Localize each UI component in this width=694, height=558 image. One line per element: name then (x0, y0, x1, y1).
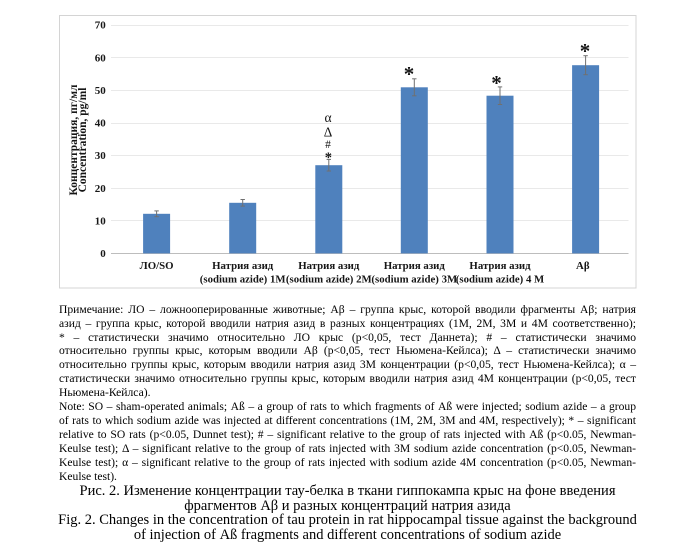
svg-text:#: # (325, 139, 331, 151)
svg-text:(sodium azide) 3М: (sodium azide) 3М (371, 273, 457, 285)
svg-text:60: 60 (95, 52, 107, 64)
svg-text:Concentration, pg/ml: Concentration, pg/ml (77, 88, 89, 193)
svg-text:0: 0 (100, 248, 106, 260)
svg-text:(sodium azide) 1М: (sodium azide) 1М (200, 273, 286, 285)
svg-text:Натрия азид: Натрия азид (212, 260, 274, 272)
svg-text:*: * (580, 39, 591, 63)
svg-text:Натрия азид: Натрия азид (384, 260, 446, 272)
svg-text:Натрия азид: Натрия азид (469, 260, 531, 272)
svg-text:*: * (491, 71, 502, 95)
svg-text:ЛО/SO: ЛО/SO (140, 260, 174, 272)
svg-text:*: * (325, 150, 332, 166)
svg-text:40: 40 (95, 118, 107, 130)
svg-text:30: 30 (95, 150, 107, 162)
svg-text:Концентрация, пг/мл: Концентрация, пг/мл (68, 84, 80, 196)
svg-text:10: 10 (95, 216, 107, 228)
svg-text:(sodium azide) 2М: (sodium azide) 2М (286, 273, 372, 285)
svg-text:*: * (404, 62, 415, 86)
svg-text:Δ: Δ (324, 124, 333, 139)
svg-text:70: 70 (95, 20, 107, 32)
svg-text:50: 50 (95, 85, 107, 97)
svg-text:Аβ: Аβ (576, 260, 590, 272)
svg-text:Натрия азид: Натрия азид (298, 260, 360, 272)
svg-text:20: 20 (95, 183, 107, 195)
svg-text:α: α (324, 110, 331, 125)
svg-text:(sodium azide) 4 М: (sodium azide) 4 М (456, 273, 544, 285)
